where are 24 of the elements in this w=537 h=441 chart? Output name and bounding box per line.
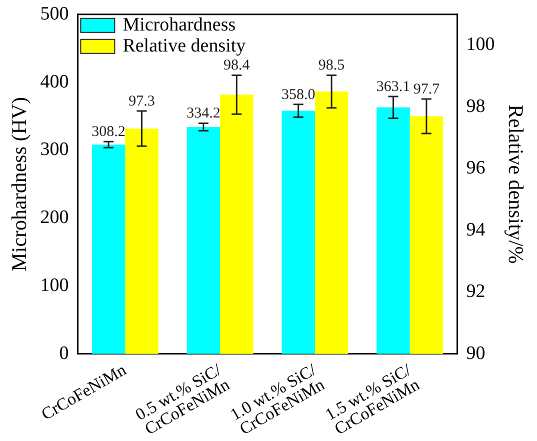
y-tick-label: 200 — [40, 207, 69, 228]
y2-tick-label: 96 — [466, 158, 486, 179]
y-tick-label: 0 — [59, 342, 69, 364]
data-label: 363.1 — [376, 78, 410, 95]
data-label: 97.7 — [413, 81, 440, 98]
y-tick-label: 300 — [40, 139, 69, 160]
data-label: 334.2 — [186, 106, 220, 122]
y-tick-label: 100 — [40, 274, 69, 296]
y-tick-label: 400 — [40, 71, 69, 92]
y-axis-title: Microhardness (HV) — [7, 96, 32, 272]
y-tick-label: 500 — [40, 3, 69, 24]
data-label: 97.3 — [128, 93, 155, 110]
data-label: 308.2 — [92, 124, 126, 140]
legend-label: Relative density — [122, 35, 246, 56]
y2-tick-label: 92 — [466, 281, 486, 302]
data-label: 98.4 — [224, 58, 250, 74]
y2-tick-label: 100 — [466, 34, 495, 56]
y2-tick-label: 94 — [466, 219, 486, 240]
y2-tick-label: 90 — [466, 342, 486, 364]
data-label: 98.5 — [318, 58, 345, 74]
y2-axis-title: Relative density/% — [504, 104, 528, 264]
legend-label: Microhardness — [122, 14, 236, 36]
data-label: 358.0 — [281, 86, 316, 103]
y2-tick-label: 98 — [466, 96, 486, 117]
